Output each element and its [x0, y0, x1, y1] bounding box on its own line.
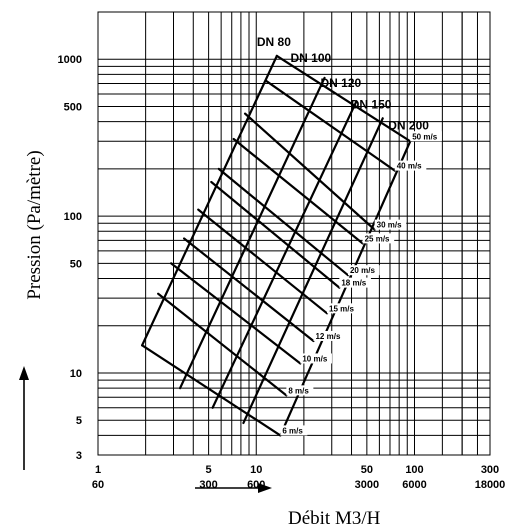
x-tick-label-secondary: 3000 — [355, 479, 379, 491]
x-tick-label: 50 — [361, 464, 373, 476]
diameter-label: DN 150 — [351, 97, 392, 111]
y-tick-label: 500 — [64, 101, 82, 113]
diameter-line-dn-100 — [178, 76, 326, 390]
x-tick-label: 1 — [95, 464, 101, 476]
velocity-line-30-m-s — [243, 112, 376, 231]
velocity-label: 25 m/s — [365, 234, 390, 243]
velocity-label-background — [280, 425, 308, 436]
velocity-label-background — [347, 265, 380, 276]
velocity-label-background — [374, 219, 407, 230]
y-axis-arrow-head — [19, 366, 29, 380]
y-tick-label: 100 — [64, 211, 82, 223]
velocity-label-background — [339, 277, 371, 288]
velocity-label: 8 m/s — [288, 386, 309, 395]
velocity-label-background — [327, 303, 359, 314]
x-tick-label-secondary: 18000 — [475, 479, 506, 491]
y-tick-label: 5 — [76, 415, 82, 427]
diameter-label: DN 100 — [291, 51, 332, 65]
velocity-line-25-m-s — [232, 137, 364, 245]
y-tick-label: 1000 — [58, 54, 82, 66]
y-tick-label: 10 — [70, 368, 82, 380]
y-axis-title: Pression (Pa/mètre) — [24, 150, 45, 299]
plot-frame — [97, 11, 491, 456]
y-tick-labels: 1000 500 100 50 10 5 3 — [58, 54, 82, 462]
velocity-line-18-m-s — [210, 180, 341, 289]
x-tick-label: 5 — [206, 464, 212, 476]
x-tick-label: 100 — [405, 464, 423, 476]
velocity-label: 50 m/s — [412, 132, 437, 141]
x-axis-arrow-head — [258, 483, 272, 493]
velocity-label: 40 m/s — [397, 162, 422, 171]
velocity-label-background — [362, 233, 395, 244]
y-tick-label: 50 — [70, 258, 82, 270]
x-tick-label: 300 — [481, 464, 499, 476]
velocity-line-15-m-s — [197, 208, 329, 315]
velocity-label-background — [313, 330, 346, 341]
velocity-line-6-m-s — [141, 344, 282, 437]
diameter-label: DN 120 — [320, 76, 361, 90]
velocity-line-50-m-s — [275, 54, 412, 143]
x-tick-label: 10 — [250, 464, 262, 476]
x-tick-label-secondary: 60 — [92, 479, 104, 491]
velocity-label-background — [410, 131, 442, 142]
diameter-label: DN 200 — [388, 118, 429, 132]
velocity-label-background — [286, 385, 314, 396]
velocity-line-12-m-s — [182, 237, 315, 343]
velocity-label-background — [394, 160, 427, 171]
velocity-label: 6 m/s — [282, 426, 303, 435]
velocity-label-background — [300, 353, 332, 364]
diameter-label: DN 80 — [257, 35, 291, 49]
diameter-line-dn-150 — [242, 117, 384, 425]
velocity-label: 15 m/s — [329, 304, 354, 313]
velocity-line-40-m-s — [264, 79, 396, 172]
velocity-label: 18 m/s — [341, 279, 366, 288]
diameter-line-dn-80 — [141, 54, 278, 347]
velocity-line-8-m-s — [157, 292, 288, 397]
x-tick-label-secondary: 300 — [199, 479, 217, 491]
velocity-label: 12 m/s — [315, 332, 340, 341]
velocity-line-10-m-s — [170, 262, 302, 365]
velocity-label: 30 m/s — [377, 221, 402, 230]
x-tick-label-secondary: 6000 — [402, 479, 426, 491]
velocity-line-20-m-s — [217, 167, 350, 277]
y-tick-label: 3 — [76, 450, 82, 462]
velocity-label: 20 m/s — [350, 266, 375, 275]
x-axis-title: Débit M3/H — [288, 508, 381, 529]
velocity-label: 10 m/s — [302, 354, 327, 363]
